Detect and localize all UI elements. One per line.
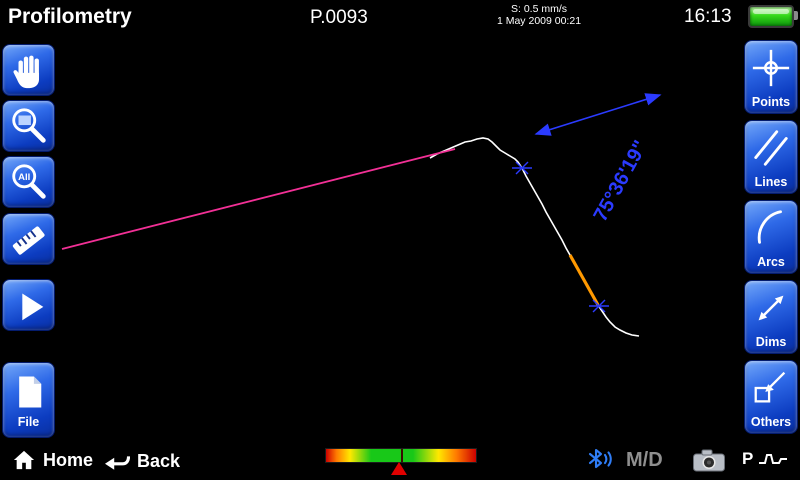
zoom-all-button[interactable]: All — [2, 156, 55, 208]
profile-trace — [429, 137, 640, 337]
lines-tool-button[interactable]: Lines — [744, 120, 798, 194]
speed-readout: S: 0.5 mm/s — [510, 3, 567, 15]
level-gauge — [325, 448, 477, 463]
status-info: S: 0.5 mm/s 1 May 2009 00:21 — [474, 3, 604, 27]
play-icon — [21, 293, 43, 321]
fitted-line-magenta — [61, 148, 456, 250]
others-label: Others — [750, 415, 792, 429]
measure-button[interactable] — [2, 213, 55, 265]
zoom-all-icon: All — [11, 164, 46, 199]
home-icon — [13, 450, 35, 470]
mode-label: M/D — [626, 449, 663, 471]
lines-label: Lines — [754, 175, 788, 189]
zoom-box-button[interactable] — [2, 100, 55, 152]
back-label: Back — [137, 450, 181, 471]
arcs-icon — [750, 201, 792, 254]
back-button[interactable]: Back — [98, 448, 186, 474]
points-tool-button[interactable]: Points — [744, 40, 798, 114]
dims-label: Dims — [755, 335, 787, 349]
datetime-readout: 1 May 2009 00:21 — [496, 15, 582, 27]
profile-mode-indicator: P — [742, 449, 788, 469]
battery-icon — [748, 5, 798, 28]
points-label: Points — [751, 95, 791, 109]
hand-icon — [12, 55, 39, 89]
mode-toggle[interactable]: M/D — [620, 448, 669, 473]
angle-value-label: 75°36'19" — [590, 137, 652, 225]
page-title: Profilometry — [8, 5, 132, 28]
play-button[interactable] — [2, 279, 55, 331]
home-label: Home — [43, 449, 94, 470]
points-icon — [750, 41, 792, 94]
battery-shine — [753, 9, 789, 14]
home-button[interactable]: Home — [6, 448, 99, 472]
gauge-pointer — [391, 462, 407, 475]
dims-icon — [750, 281, 792, 334]
fitted-segment-orange — [568, 254, 600, 306]
dims-tool-button[interactable]: Dims — [744, 280, 798, 354]
bluetooth-icon — [588, 448, 612, 469]
file-icon — [18, 376, 41, 408]
battery-tip — [794, 11, 798, 20]
zoom-all-badge: All — [18, 172, 30, 183]
profile-waveform-icon — [759, 454, 788, 464]
angle-dimension-line — [534, 93, 662, 136]
file-button-label: File — [17, 415, 40, 429]
gauge-center-tick — [401, 449, 403, 462]
back-arrow-icon — [105, 456, 130, 470]
file-button[interactable]: File — [2, 362, 55, 438]
others-icon — [750, 361, 792, 414]
clock: 16:13 — [684, 6, 732, 27]
camera-button[interactable] — [686, 447, 732, 475]
pan-button[interactable] — [2, 44, 55, 96]
camera-icon — [693, 449, 725, 472]
arcs-tool-button[interactable]: Arcs — [744, 200, 798, 274]
arcs-label: Arcs — [757, 255, 785, 269]
profile-mode-label: P — [742, 449, 754, 468]
bluetooth-button[interactable] — [578, 444, 620, 474]
zoom-box-icon — [11, 108, 46, 143]
lines-icon — [750, 121, 792, 174]
ruler-icon — [12, 226, 45, 255]
program-id: P.0093 — [310, 7, 368, 28]
others-tool-button[interactable]: Others — [744, 360, 798, 434]
